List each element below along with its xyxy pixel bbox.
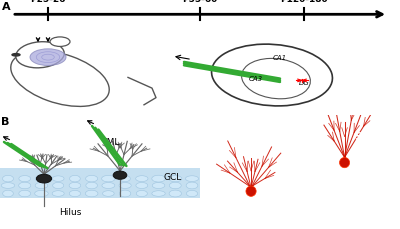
Ellipse shape [186,182,198,189]
Text: SGC: SGC [355,132,377,142]
Text: Hilus: Hilus [59,208,81,217]
Ellipse shape [19,176,31,182]
Bar [0,168,200,198]
Ellipse shape [113,171,127,179]
Ellipse shape [169,190,182,197]
Ellipse shape [53,183,64,188]
Ellipse shape [120,176,130,182]
Text: D: D [303,118,312,128]
Text: P25-26: P25-26 [30,0,66,4]
Ellipse shape [70,175,80,182]
Ellipse shape [35,190,48,197]
Ellipse shape [11,51,109,106]
Ellipse shape [136,183,148,188]
Circle shape [36,174,52,183]
Ellipse shape [3,190,13,197]
Ellipse shape [152,183,165,188]
Ellipse shape [30,49,66,65]
Ellipse shape [186,190,198,197]
Ellipse shape [102,183,115,188]
Ellipse shape [120,190,131,197]
Text: CA1: CA1 [273,55,287,60]
Text: A: A [2,2,11,12]
Ellipse shape [86,175,98,182]
Text: DG: DG [299,79,309,86]
Ellipse shape [19,182,31,189]
Ellipse shape [50,37,70,46]
Ellipse shape [246,186,256,196]
Text: B: B [1,117,9,127]
Text: 100 µm: 100 µm [308,214,332,218]
Ellipse shape [12,54,20,56]
Ellipse shape [69,191,80,196]
Ellipse shape [119,183,131,188]
Ellipse shape [52,176,64,181]
Text: IML: IML [104,138,120,147]
Ellipse shape [69,183,81,188]
Ellipse shape [136,176,148,182]
Text: P55-60: P55-60 [182,0,218,4]
Text: P120-180: P120-180 [280,0,328,4]
Ellipse shape [152,175,165,182]
Text: GC: GC [226,196,242,206]
Ellipse shape [1,183,15,188]
Ellipse shape [2,175,14,182]
Ellipse shape [169,182,181,189]
Ellipse shape [102,191,114,196]
Ellipse shape [340,158,350,168]
Ellipse shape [242,58,310,99]
Ellipse shape [85,190,98,197]
Ellipse shape [52,191,64,196]
Text: CA3: CA3 [249,76,263,82]
Ellipse shape [186,176,198,181]
Ellipse shape [16,42,64,68]
Text: C: C [202,118,210,128]
Ellipse shape [19,190,31,197]
Ellipse shape [86,182,98,189]
Ellipse shape [169,176,182,182]
Text: GCL: GCL [164,173,182,182]
Ellipse shape [212,44,332,106]
Ellipse shape [136,191,147,196]
Ellipse shape [35,175,48,182]
Ellipse shape [152,191,165,196]
Ellipse shape [35,183,48,188]
Text: 100 µm: 100 µm [208,214,231,218]
Ellipse shape [102,175,115,182]
